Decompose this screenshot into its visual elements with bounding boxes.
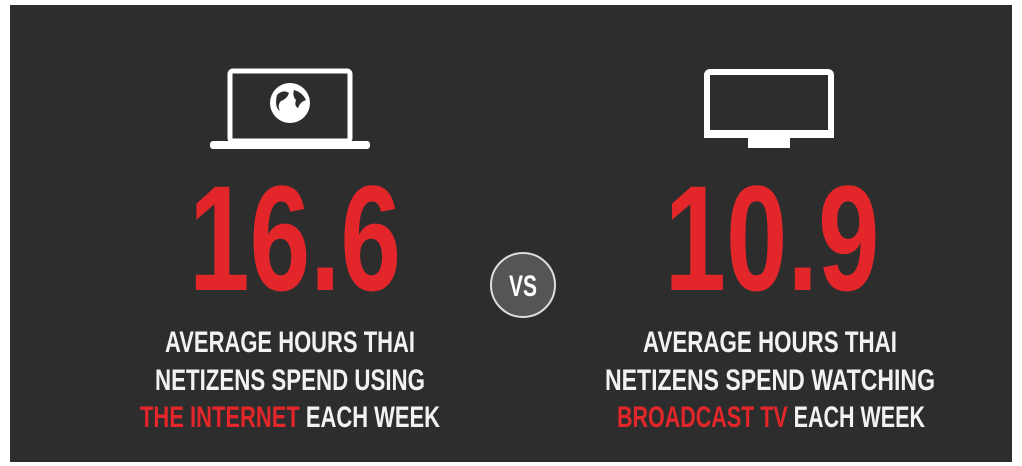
left-tail: EACH WEEK [306,401,440,434]
vs-badge: VS [490,252,556,318]
right-highlight: BROADCAST TV [617,401,788,434]
right-tail: EACH WEEK [794,401,926,434]
laptop-icon [210,68,370,149]
right-line: NETIZENS SPEND WATCHING [605,364,935,397]
background [10,5,1012,462]
left-number: 16.6 [189,154,401,322]
left-highlight: THE INTERNET [140,401,300,434]
tv-icon [704,69,834,148]
vs-label: VS [509,270,537,303]
right-number: 10.9 [665,154,880,322]
left-line: THE INTERNET EACH WEEK [140,401,440,434]
left-line: AVERAGE HOURS THAI [165,326,415,359]
left-line: NETIZENS SPEND USING [155,364,425,397]
right-line: AVERAGE HOURS THAI [643,326,897,359]
right-line: BROADCAST TV EACH WEEK [617,401,925,434]
